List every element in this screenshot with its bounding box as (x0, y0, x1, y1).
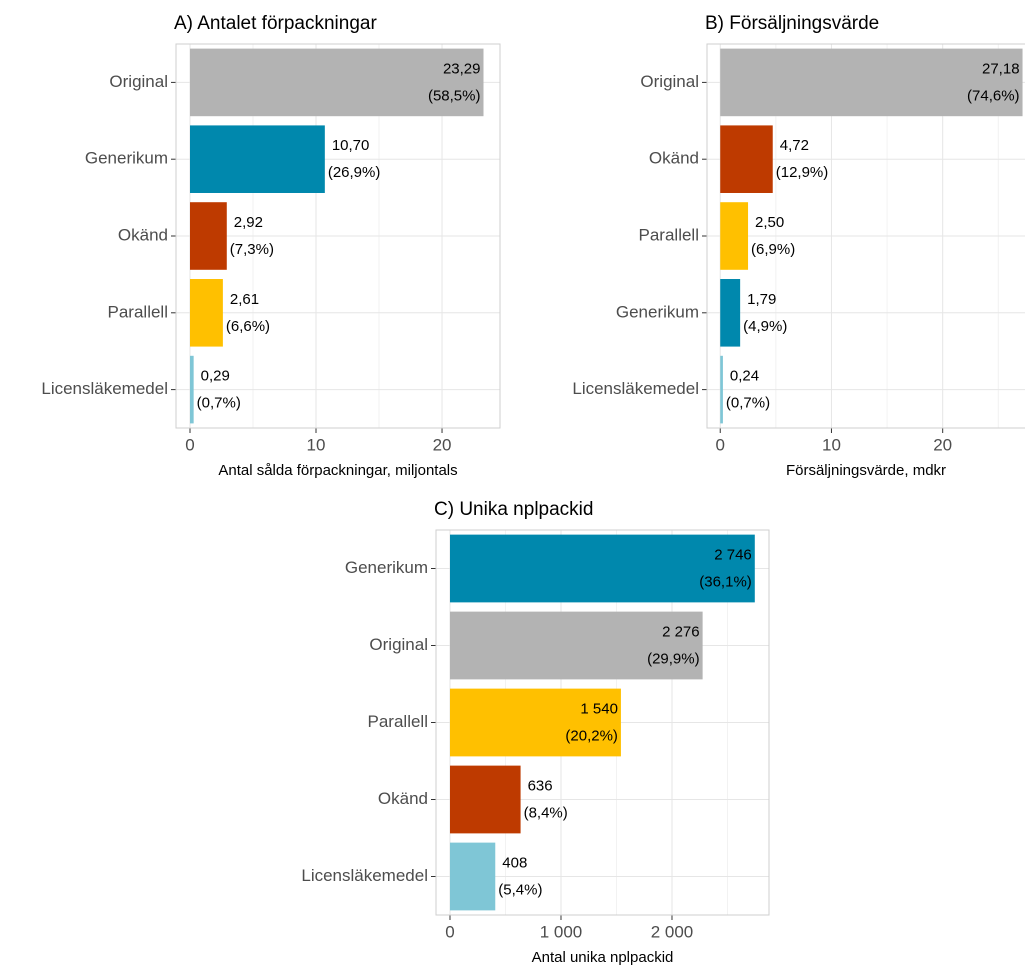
share-label: (6,9%) (751, 241, 795, 258)
share-label: (58,5%) (428, 87, 481, 104)
value-label: 10,70 (332, 137, 370, 154)
y-tick-label: Original (109, 72, 168, 91)
panel-border (706, 43, 1025, 429)
share-label: (5,4%) (498, 881, 542, 898)
y-tick-label: Licensläkemedel (41, 379, 168, 398)
share-label: (0,7%) (197, 395, 241, 412)
x-tick-label: 20 (933, 435, 952, 454)
bar (720, 48, 1023, 117)
y-tick-label: Okänd (118, 225, 168, 244)
value-label: 2,92 (234, 214, 263, 231)
x-axis-label: Antal sålda förpackningar, miljontals (218, 462, 457, 479)
y-tick-label: Licensläkemedel (572, 379, 699, 398)
y-tick-label: Okänd (649, 149, 699, 168)
chart-title: B) Försäljningsvärde (705, 13, 879, 34)
panel-border (175, 43, 501, 429)
y-tick-label: Okänd (378, 789, 428, 808)
share-label: (8,4%) (524, 804, 568, 821)
value-label: 27,18 (982, 60, 1020, 77)
bar (720, 355, 723, 424)
y-tick-label: Parallell (639, 225, 699, 244)
value-label: 408 (502, 854, 527, 871)
panel-border (435, 529, 770, 916)
bar (449, 765, 521, 834)
share-label: (74,6%) (967, 87, 1020, 104)
x-tick-label: 10 (307, 435, 326, 454)
x-tick-label: 10 (822, 435, 841, 454)
share-label: (29,9%) (647, 650, 700, 667)
value-label: 1,79 (747, 291, 776, 308)
bar (189, 202, 227, 270)
y-tick-label: Generikum (616, 302, 699, 321)
x-tick-label: 2 000 (651, 922, 694, 941)
share-label: (26,9%) (328, 164, 381, 181)
value-label: 2,50 (755, 214, 784, 231)
y-tick-label: Parallell (368, 712, 428, 731)
bar (189, 279, 223, 347)
x-axis-label: Försäljningsvärde, mdkr (786, 462, 946, 479)
bar (720, 279, 741, 347)
bar (449, 842, 496, 911)
x-tick-label: 0 (185, 435, 194, 454)
bar (189, 48, 484, 117)
y-tick-label: Parallell (108, 302, 168, 321)
y-tick-label: Generikum (345, 558, 428, 577)
y-tick-label: Original (369, 635, 428, 654)
value-label: 23,29 (443, 60, 481, 77)
x-tick-label: 0 (445, 922, 454, 941)
bar (449, 688, 621, 757)
bar (449, 611, 703, 680)
share-label: (36,1%) (699, 573, 752, 590)
chart-title: C) Unika nplpackid (434, 499, 593, 520)
x-tick-label: 1 000 (540, 922, 583, 941)
chart-title: A) Antalet förpackningar (174, 13, 377, 34)
value-label: 4,72 (780, 137, 809, 154)
share-label: (4,9%) (743, 318, 787, 335)
share-label: (7,3%) (230, 241, 274, 258)
share-label: (0,7%) (726, 395, 770, 412)
value-label: 1 540 (580, 700, 618, 717)
x-tick-label: 20 (433, 435, 452, 454)
value-label: 2 276 (662, 623, 700, 640)
share-label: (12,9%) (776, 164, 829, 181)
bar (189, 355, 194, 424)
value-label: 2 746 (714, 546, 752, 563)
bar (720, 202, 749, 270)
bar (189, 125, 325, 193)
x-tick-label: 0 (716, 435, 725, 454)
value-label: 0,29 (201, 368, 230, 385)
x-axis-label: Antal unika nplpackid (532, 949, 674, 965)
y-tick-label: Licensläkemedel (301, 866, 428, 885)
value-label: 2,61 (230, 291, 259, 308)
share-label: (6,6%) (226, 318, 270, 335)
share-label: (20,2%) (565, 727, 618, 744)
y-tick-label: Generikum (85, 149, 168, 168)
value-label: 636 (528, 777, 553, 794)
y-tick-label: Original (640, 72, 699, 91)
bar (720, 125, 773, 193)
value-label: 0,24 (730, 368, 759, 385)
bar (449, 534, 755, 603)
